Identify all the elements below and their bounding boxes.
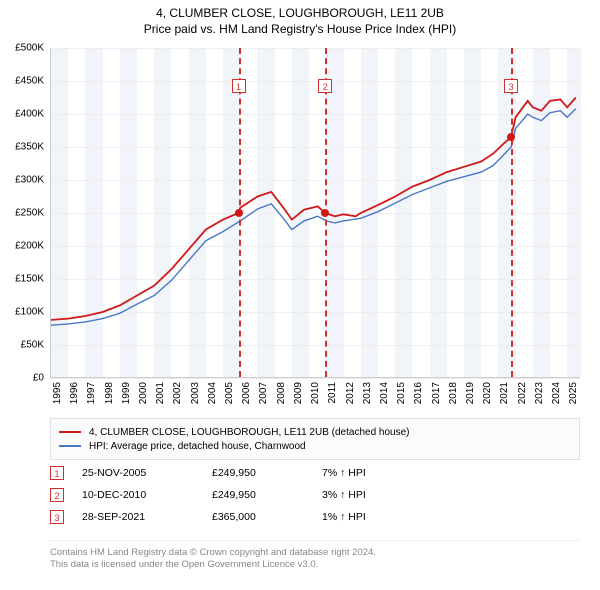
plot-region: 1 2 3 xyxy=(50,48,580,378)
x-axis-label: 2018 xyxy=(448,382,459,404)
chart-area: 123 £0£50K£100K£150K£200K£250K£300K£350K… xyxy=(50,48,580,378)
x-axis-label: 2015 xyxy=(396,382,407,404)
y-axis-label: £50K xyxy=(21,340,44,351)
y-axis-label: £300K xyxy=(15,175,44,186)
gridline xyxy=(51,378,580,379)
event-row: 1 25-NOV-2005£249,9507% ↑ HPI xyxy=(50,462,580,484)
title-subtitle: Price paid vs. HM Land Registry's House … xyxy=(0,22,600,36)
legend-label: 4, CLUMBER CLOSE, LOUGHBOROUGH, LE11 2UB… xyxy=(89,427,410,438)
event-row: 3 28-SEP-2021£365,0001% ↑ HPI xyxy=(50,506,580,528)
y-axis-label: £250K xyxy=(15,208,44,219)
x-axis-label: 2010 xyxy=(310,382,321,404)
chart-container: 4, CLUMBER CLOSE, LOUGHBOROUGH, LE11 2UB… xyxy=(0,0,600,590)
y-axis-label: £500K xyxy=(15,43,44,54)
y-axis-label: £150K xyxy=(15,274,44,285)
x-axis-label: 2008 xyxy=(276,382,287,404)
legend-swatch xyxy=(59,431,81,433)
series-line xyxy=(51,98,576,320)
y-axis-label: £450K xyxy=(15,76,44,87)
footer-line1: Contains HM Land Registry data © Crown c… xyxy=(50,547,580,559)
sale-dot xyxy=(321,209,329,217)
event-price: £249,950 xyxy=(212,467,322,479)
footer-line2: This data is licensed under the Open Gov… xyxy=(50,559,580,571)
x-axis-label: 1996 xyxy=(69,382,80,404)
x-axis-label: 2002 xyxy=(172,382,183,404)
legend-swatch xyxy=(59,445,81,447)
legend-item: 4, CLUMBER CLOSE, LOUGHBOROUGH, LE11 2UB… xyxy=(59,425,571,439)
x-axis-label: 2022 xyxy=(517,382,528,404)
x-axis-label: 2016 xyxy=(413,382,424,404)
x-axis-label: 1998 xyxy=(104,382,115,404)
event-number-box: 1 xyxy=(50,466,64,480)
y-axis-label: £350K xyxy=(15,142,44,153)
event-number-box: 3 xyxy=(50,510,64,524)
sale-marker-box: 2 xyxy=(318,79,332,93)
sale-dot xyxy=(507,133,515,141)
legend-item: HPI: Average price, detached house, Char… xyxy=(59,439,571,453)
events-table: 1 25-NOV-2005£249,9507% ↑ HPI 2 10-DEC-2010… xyxy=(50,462,580,528)
x-axis-label: 2012 xyxy=(345,382,356,404)
legend: 4, CLUMBER CLOSE, LOUGHBOROUGH, LE11 2UB… xyxy=(50,418,580,460)
x-axis-label: 2021 xyxy=(499,382,510,404)
y-axis-label: £100K xyxy=(15,307,44,318)
event-row: 2 10-DEC-2010£249,9503% ↑ HPI xyxy=(50,484,580,506)
event-price: £365,000 xyxy=(212,511,322,523)
series-lines xyxy=(51,48,581,378)
x-axis-label: 2019 xyxy=(465,382,476,404)
event-diff: 3% ↑ HPI xyxy=(322,489,422,501)
y-axis-label: £200K xyxy=(15,241,44,252)
x-axis-label: 2013 xyxy=(362,382,373,404)
series-line xyxy=(51,109,576,326)
x-axis-label: 2001 xyxy=(155,382,166,404)
x-axis-label: 2024 xyxy=(551,382,562,404)
sale-dot xyxy=(235,209,243,217)
footer: Contains HM Land Registry data © Crown c… xyxy=(50,540,580,572)
x-axis-label: 2005 xyxy=(224,382,235,404)
event-price: £249,950 xyxy=(212,489,322,501)
titles: 4, CLUMBER CLOSE, LOUGHBOROUGH, LE11 2UB… xyxy=(0,0,600,36)
title-address: 4, CLUMBER CLOSE, LOUGHBOROUGH, LE11 2UB xyxy=(0,6,600,20)
event-diff: 7% ↑ HPI xyxy=(322,467,422,479)
x-axis-label: 2020 xyxy=(482,382,493,404)
sale-marker-box: 1 xyxy=(232,79,246,93)
sale-marker-box: 3 xyxy=(504,79,518,93)
x-axis-label: 1999 xyxy=(121,382,132,404)
y-axis-label: £400K xyxy=(15,109,44,120)
x-axis-label: 2011 xyxy=(327,382,338,404)
event-date: 10-DEC-2010 xyxy=(82,489,212,501)
x-axis-label: 2014 xyxy=(379,382,390,404)
x-axis-label: 1997 xyxy=(86,382,97,404)
x-axis-label: 2023 xyxy=(534,382,545,404)
sale-vline xyxy=(511,48,513,377)
x-axis-label: 2004 xyxy=(207,382,218,404)
x-axis-label: 1995 xyxy=(52,382,63,404)
x-axis-label: 2006 xyxy=(241,382,252,404)
x-axis-label: 2025 xyxy=(568,382,579,404)
x-axis-label: 2017 xyxy=(431,382,442,404)
event-date: 25-NOV-2005 xyxy=(82,467,212,479)
x-axis-label: 2007 xyxy=(258,382,269,404)
x-axis-label: 2009 xyxy=(293,382,304,404)
event-date: 28-SEP-2021 xyxy=(82,511,212,523)
event-diff: 1% ↑ HPI xyxy=(322,511,422,523)
y-axis-label: £0 xyxy=(33,373,44,384)
x-axis-label: 2003 xyxy=(190,382,201,404)
x-axis-label: 2000 xyxy=(138,382,149,404)
legend-label: HPI: Average price, detached house, Char… xyxy=(89,441,306,452)
event-number-box: 2 xyxy=(50,488,64,502)
